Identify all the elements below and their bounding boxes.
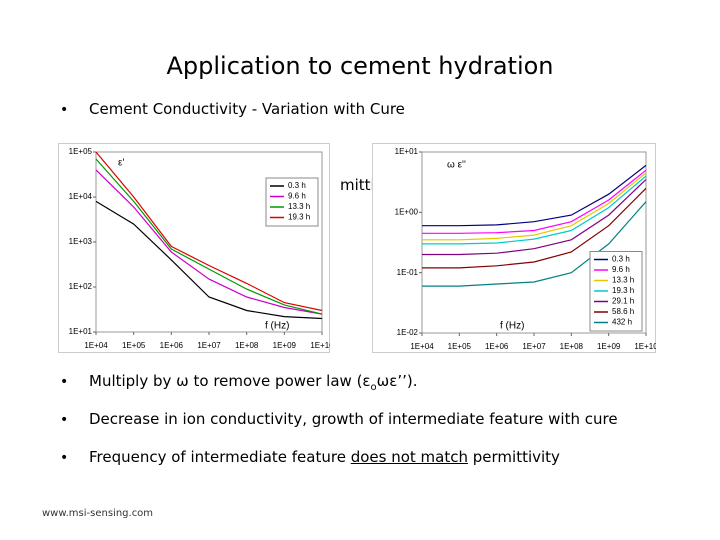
text: Multiply by ω to remove power law (ε	[89, 372, 371, 390]
x-tick-label: 1E+09	[273, 341, 297, 350]
series-line	[95, 169, 323, 315]
x-axis-label: f (Hz)	[500, 321, 524, 332]
text: ωε’’).	[376, 372, 418, 390]
y-axis-label: ε'	[118, 158, 124, 169]
text: permittivity	[468, 448, 560, 466]
legend-label: 13.3 h	[288, 202, 310, 211]
legend: 0.3 h9.6 h 13.3 h19.3 h 29.1 h58.6 h 432 h	[589, 251, 643, 332]
y-tick-label: 1E+02	[69, 282, 93, 291]
bullet: Frequency of intermediate feature does n…	[89, 448, 560, 466]
y-tick-label: 1E-01	[397, 268, 419, 277]
bullet-dot: •	[60, 374, 69, 390]
y-tick-label: 1E-02	[397, 328, 419, 337]
series-line	[422, 164, 647, 227]
y-axis-label: ω ε''	[447, 160, 466, 171]
legend-label: 0.3 h	[612, 255, 630, 264]
bullet: Decrease in ion conductivity, growth of …	[89, 410, 618, 428]
y-tick-label: 1E+00	[395, 207, 419, 216]
bullet-dot: •	[60, 450, 69, 466]
text: Frequency of intermediate feature	[89, 448, 351, 466]
series-line	[422, 179, 647, 256]
y-tick-label: 1E+04	[69, 192, 93, 201]
x-tick-label: 1E+06	[485, 342, 509, 351]
series-line	[95, 200, 323, 320]
series-line	[422, 175, 647, 245]
x-tick-label: 1E+06	[160, 341, 184, 350]
bullet: Cement Conductivity - Variation with Cur…	[89, 100, 405, 118]
x-axis-label: f (Hz)	[265, 321, 289, 332]
y-tick-label: 1E+01	[395, 147, 419, 156]
legend-label: 432 h	[612, 318, 632, 327]
bullet: Multiply by ω to remove power law (εoωε’…	[89, 372, 418, 393]
slide-title: Application to cement hydration	[166, 52, 554, 80]
x-tick-label: 1E+10	[634, 342, 656, 351]
series-line	[422, 187, 647, 269]
legend-label: 58.6 h	[612, 307, 634, 316]
series-line	[95, 151, 323, 312]
x-tick-label: 1E+05	[122, 341, 146, 350]
footer: www.msi-sensing.com	[42, 508, 154, 519]
y-tick-label: 1E+01	[69, 327, 93, 336]
x-tick-label: 1E+07	[522, 342, 546, 351]
legend-label: 9.6 h	[288, 192, 306, 201]
series-line	[422, 201, 647, 287]
text: o	[370, 382, 377, 393]
x-tick-label: 1E+08	[235, 341, 259, 350]
chart: 1E+01 1E+00 1E-01 1E-02 1E+04 1E+05 1E+06 1E+07…	[372, 143, 656, 353]
x-tick-label: 1E+08	[560, 342, 584, 351]
text: does not match	[350, 448, 468, 466]
series-line	[95, 158, 323, 315]
series-line	[422, 172, 647, 241]
x-tick-label: 1E+07	[197, 341, 221, 350]
legend-label: 19.3 h	[288, 213, 310, 222]
x-tick-label: 1E+04	[84, 341, 108, 350]
legend-label: 13.3 h	[612, 276, 634, 285]
chart: 1E+05 1E+04 1E+03 1E+02 1E+01 1E+04 1E+05 1E+06…	[58, 143, 330, 353]
y-tick-label: 1E+03	[69, 237, 93, 246]
legend-label: 9.6 h	[612, 265, 630, 274]
x-tick-label: 1E+09	[597, 342, 621, 351]
legend-label: 0.3 h	[288, 181, 306, 190]
legend: 0.3 h 9.6 h13.3 h 19.3 h	[265, 177, 319, 227]
series-line	[422, 169, 647, 234]
legend-label: 19.3 h	[612, 286, 634, 295]
x-tick-label: 1E+10	[310, 341, 330, 350]
bullet-dot: •	[60, 412, 69, 428]
y-tick-label: 1E+05	[69, 147, 93, 156]
x-tick-label: 1E+04	[410, 342, 434, 351]
legend-label: 29.1 h	[612, 297, 634, 306]
bullet-dot: •	[60, 102, 69, 118]
x-tick-label: 1E+05	[448, 342, 472, 351]
